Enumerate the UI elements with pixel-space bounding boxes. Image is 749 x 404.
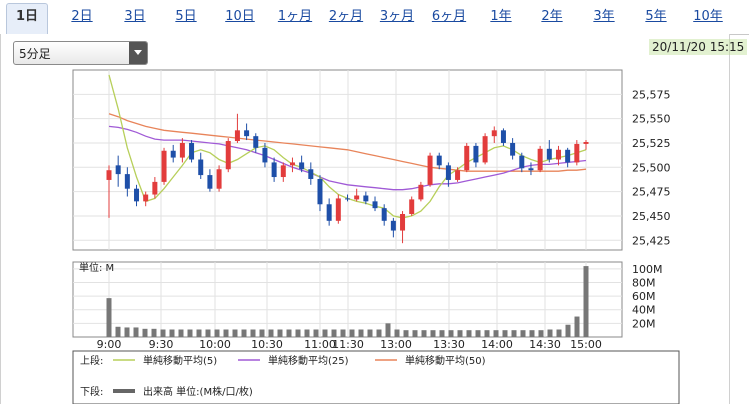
tab-3[interactable]: 3日 <box>124 9 146 24</box>
timestamp: 20/11/20 15:15 <box>649 39 748 55</box>
tab-1[interactable]: 1日 <box>6 3 48 35</box>
tab-5[interactable]: 10日 <box>225 9 255 24</box>
interval-select[interactable]: 5分足 <box>13 41 148 65</box>
tab-4[interactable]: 5日 <box>175 9 197 24</box>
tab-6[interactable]: 1ヶ月 <box>277 9 313 24</box>
tab-12[interactable]: 3年 <box>593 9 615 24</box>
chart-panel <box>0 34 730 404</box>
period-tab-bar: 1日 2日 3日 5日 10日 1ヶ月 2ヶ月 3ヶ月 6ヶ月 1年 2年 3年 5年 10年 <box>0 0 749 35</box>
tab-14[interactable]: 10年 <box>693 9 723 24</box>
tab-9[interactable]: 6ヶ月 <box>431 9 467 24</box>
tab-11[interactable]: 2年 <box>541 9 563 24</box>
chevron-down-icon[interactable] <box>129 42 147 64</box>
interval-select-value: 5分足 <box>19 47 51 61</box>
tab-7[interactable]: 2ヶ月 <box>328 9 364 24</box>
tab-2[interactable]: 2日 <box>71 9 93 24</box>
tab-8[interactable]: 3ヶ月 <box>379 9 415 24</box>
tab-13[interactable]: 5年 <box>645 9 667 24</box>
tab-10[interactable]: 1年 <box>490 9 512 24</box>
